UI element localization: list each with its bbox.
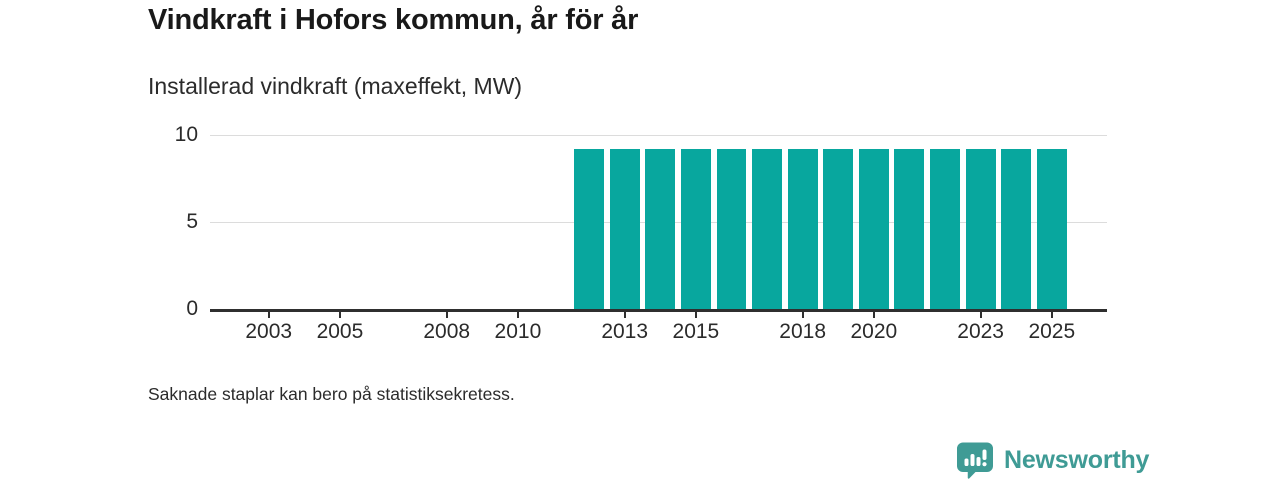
x-tick-label-2018: 2018	[779, 320, 827, 343]
x-axis-line	[210, 309, 1107, 312]
footnote: Saknade staplar kan bero på statistiksek…	[148, 384, 515, 404]
x-tick-mark-2025	[1050, 311, 1053, 318]
bar-2025	[1036, 148, 1067, 309]
x-axis-labels: 2003 2005 2008 2010 2013 2015 2018 2020 2023 2025	[210, 311, 1107, 355]
bar-2021	[894, 148, 925, 309]
x-tick-mark-2005	[338, 311, 341, 318]
bar-2024	[1001, 148, 1032, 309]
x-tick-mark-2008	[445, 311, 448, 318]
chart-subtitle: Installerad vindkraft (maxeffekt, MW)	[148, 73, 523, 99]
gridline-y-10	[210, 134, 1107, 136]
x-tick-label-2003: 2003	[245, 320, 293, 343]
bar-2012	[574, 148, 605, 309]
x-tick-label-2025: 2025	[1028, 320, 1076, 343]
x-tick-label-2005: 2005	[316, 320, 364, 343]
brand-name: Newsworthy	[1004, 445, 1150, 474]
branding: Newsworthy	[955, 441, 1149, 479]
bar-2015	[680, 148, 711, 309]
bar-2016	[716, 148, 747, 309]
x-tick-mark-2015	[694, 311, 697, 318]
x-tick-label-2013: 2013	[601, 320, 649, 343]
bar-2017	[752, 148, 782, 309]
x-tick-label-2023: 2023	[957, 320, 1004, 343]
bar-2020	[858, 148, 889, 309]
y-tick-label-5: 5	[186, 210, 198, 233]
x-tick-label-2010: 2010	[494, 320, 542, 343]
x-tick-label-2020: 2020	[850, 320, 898, 343]
x-tick-mark-2003	[267, 311, 270, 318]
x-tick-mark-2023	[979, 311, 982, 318]
bar-2019	[823, 148, 854, 309]
y-axis-labels: 0 5 10	[146, 123, 204, 320]
bar-2023	[965, 148, 996, 309]
x-tick-mark-2020	[872, 311, 875, 318]
newsworthy-speech-bubble-bar-chart-icon	[955, 441, 995, 479]
chart-title: Vindkraft i Hofors kommun, år för år	[148, 4, 639, 36]
x-tick-mark-2013	[623, 311, 626, 318]
x-tick-mark-2018	[801, 311, 804, 318]
x-tick-label-2008: 2008	[423, 320, 471, 343]
bar-2014	[645, 148, 676, 309]
plot-area	[210, 134, 1107, 309]
bar-2022	[930, 148, 960, 309]
y-tick-label-0: 0	[186, 297, 198, 320]
bar-2013	[609, 148, 640, 309]
x-tick-label-2015: 2015	[672, 320, 720, 343]
x-tick-mark-2010	[516, 311, 519, 318]
bar-2018	[787, 148, 818, 309]
y-tick-label-10: 10	[174, 123, 198, 146]
